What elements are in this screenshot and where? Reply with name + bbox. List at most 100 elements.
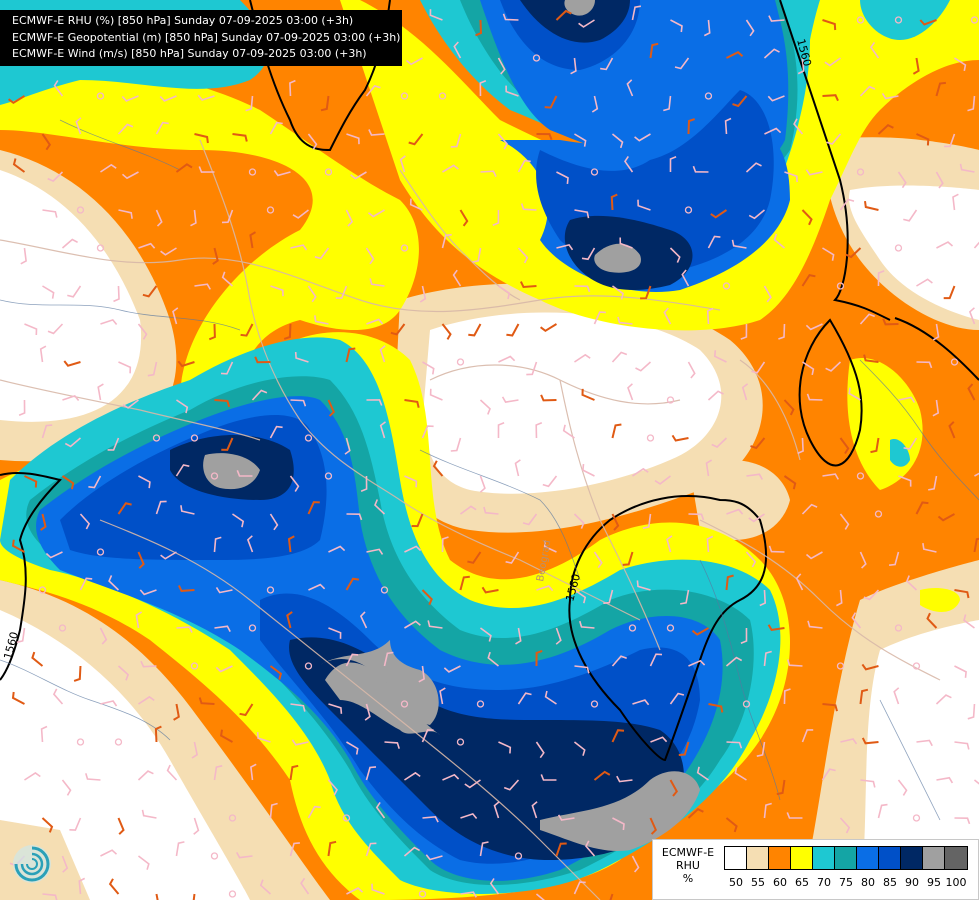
wind-barb [245, 95, 254, 112]
wind-barb [248, 624, 257, 632]
wind-barb [117, 665, 130, 681]
wind-barb [118, 361, 132, 374]
wind-barb [141, 809, 157, 819]
wind-barb [304, 662, 313, 670]
wind-barb [140, 660, 157, 668]
wind-barb [429, 388, 443, 401]
wind-barb [505, 551, 520, 564]
wind-barb [16, 627, 26, 644]
wind-barb [328, 545, 346, 553]
wind-barb [514, 852, 523, 860]
wind-barb [365, 766, 377, 781]
wind-barb [456, 358, 465, 366]
wind-barb [221, 209, 234, 224]
wind-barb [593, 770, 611, 781]
wind-barb [429, 9, 443, 21]
wind-barb [107, 437, 120, 451]
wind-barb [574, 589, 587, 604]
wind-barb [368, 129, 385, 136]
wind-barb [419, 285, 427, 303]
wind-barb [418, 890, 427, 898]
wind-barb [270, 285, 284, 297]
wind-barb [740, 627, 748, 644]
wind-barb [622, 551, 634, 566]
wind-barb [759, 589, 767, 607]
legend-tick-label: 80 [861, 876, 875, 889]
wind-barb [8, 95, 25, 105]
wind-barb [967, 703, 976, 720]
wind-barb [475, 19, 483, 37]
rhu-95 [203, 0, 700, 851]
wind-barb [642, 513, 652, 530]
wind-barb [974, 472, 979, 477]
wind-barb [950, 358, 959, 366]
wind-barb [400, 700, 409, 708]
wind-barb [236, 852, 253, 859]
wind-barb [767, 95, 785, 102]
wind-barb [562, 424, 575, 439]
wind-barb [73, 665, 82, 682]
wind-barb [117, 502, 132, 515]
wind-barb [342, 814, 351, 822]
wind-barb [963, 614, 975, 629]
wind-barb [705, 459, 713, 477]
wind-barb [870, 437, 880, 454]
wind-barb [783, 399, 795, 416]
wind-barb [636, 580, 651, 591]
wind-barb [786, 659, 803, 667]
wind-barb [85, 773, 101, 781]
wind-barb [937, 513, 955, 522]
wind-barb [441, 233, 452, 249]
wind-barb [61, 475, 75, 490]
wind-barb [897, 171, 907, 189]
wind-barb [742, 700, 751, 708]
wind-barb [345, 577, 360, 591]
wind-barb [540, 394, 557, 402]
wind-barb [214, 625, 231, 632]
wind-barb [404, 771, 421, 781]
wind-barb [456, 738, 465, 746]
wind-barb [479, 79, 487, 97]
wind-barb [220, 729, 233, 743]
wind-barb [483, 506, 499, 515]
wind-barb [269, 665, 283, 680]
wind-barb [350, 171, 367, 180]
wind-barb [954, 665, 967, 678]
wind-barb [954, 817, 971, 825]
wind-barb [839, 513, 850, 530]
wind-barb [367, 209, 385, 218]
wind-barb [973, 779, 979, 785]
wind-barb [403, 846, 420, 857]
wind-barb [213, 765, 223, 781]
wind-barb [824, 57, 841, 67]
wind-barb [536, 585, 554, 592]
wind-barb [691, 627, 709, 636]
wind-barb [517, 247, 529, 264]
wind-barb [283, 323, 292, 340]
wind-barb [611, 133, 624, 149]
wind-barb [706, 307, 714, 325]
wind-barb [236, 470, 253, 477]
wind-barb [41, 133, 52, 151]
wind-barb [76, 206, 85, 214]
wind-barb [520, 203, 537, 211]
wind-barb [194, 133, 209, 144]
wind-barb [251, 389, 268, 401]
wind-barb [708, 703, 724, 713]
wind-barb [839, 437, 850, 455]
wind-barb [40, 725, 48, 743]
wind-barb [327, 779, 338, 796]
wind-barb [670, 19, 683, 33]
wind-barb [269, 802, 278, 819]
wind-barb [836, 282, 845, 290]
wind-barb [432, 460, 444, 477]
wind-barb [515, 627, 522, 645]
wind-barb [839, 817, 851, 834]
wind-barb [139, 589, 157, 596]
wind-barb [522, 513, 538, 526]
wind-barb [574, 209, 590, 219]
wind-barb [912, 57, 920, 75]
legend-swatch [857, 847, 879, 869]
legend-tick-label: 70 [817, 876, 831, 889]
